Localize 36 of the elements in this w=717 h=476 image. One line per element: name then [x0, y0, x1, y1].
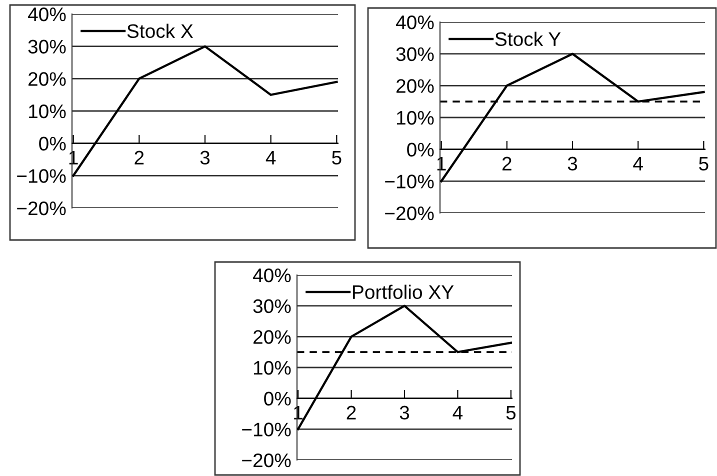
- y-tick-label: −20%: [242, 453, 291, 468]
- y-tick-label: 10%: [29, 104, 66, 118]
- x-tick-label: 3: [568, 156, 578, 171]
- y-tick-label: 0%: [407, 142, 434, 157]
- y-tick-label: 40%: [252, 268, 291, 282]
- y-tick-label: 40%: [28, 7, 66, 22]
- y-tick-label: 20%: [254, 330, 291, 344]
- legend-label: Stock X: [127, 24, 194, 38]
- y-tick-label: 0%: [264, 392, 291, 406]
- x-tick-label: 5: [699, 156, 708, 171]
- y-tick-label: −10%: [242, 422, 291, 436]
- x-tick-label: 4: [452, 406, 463, 420]
- y-tick-label: 20%: [28, 72, 66, 86]
- y-tick-label: 20%: [396, 79, 434, 93]
- x-tick-label: 4: [266, 150, 276, 164]
- legend-label: Portfolio XY: [353, 284, 454, 300]
- y-tick-label: 0%: [39, 136, 66, 151]
- x-tick-label: 2: [346, 406, 356, 420]
- y-tick-label: 10%: [397, 110, 434, 125]
- x-tick-label: 2: [502, 156, 512, 170]
- y-tick-label: 30%: [253, 299, 291, 314]
- y-tick-label: 10%: [254, 360, 291, 375]
- y-tick-label: −20%: [385, 206, 434, 220]
- legend-label: Stock Y: [495, 32, 561, 46]
- y-tick-label: 40%: [396, 15, 434, 30]
- y-tick-label: −10%: [385, 174, 434, 188]
- x-tick-label: 3: [200, 150, 210, 165]
- y-tick-label: 30%: [28, 40, 66, 54]
- x-tick-label: 2: [134, 150, 144, 164]
- x-tick-label: 5: [506, 406, 516, 420]
- y-tick-label: 30%: [396, 47, 434, 62]
- x-tick-label: 4: [633, 156, 643, 170]
- x-tick-label: 5: [332, 150, 342, 165]
- x-tick-label: 3: [400, 406, 410, 420]
- y-tick-label: −10%: [17, 169, 66, 183]
- y-tick-label: −20%: [17, 201, 66, 216]
